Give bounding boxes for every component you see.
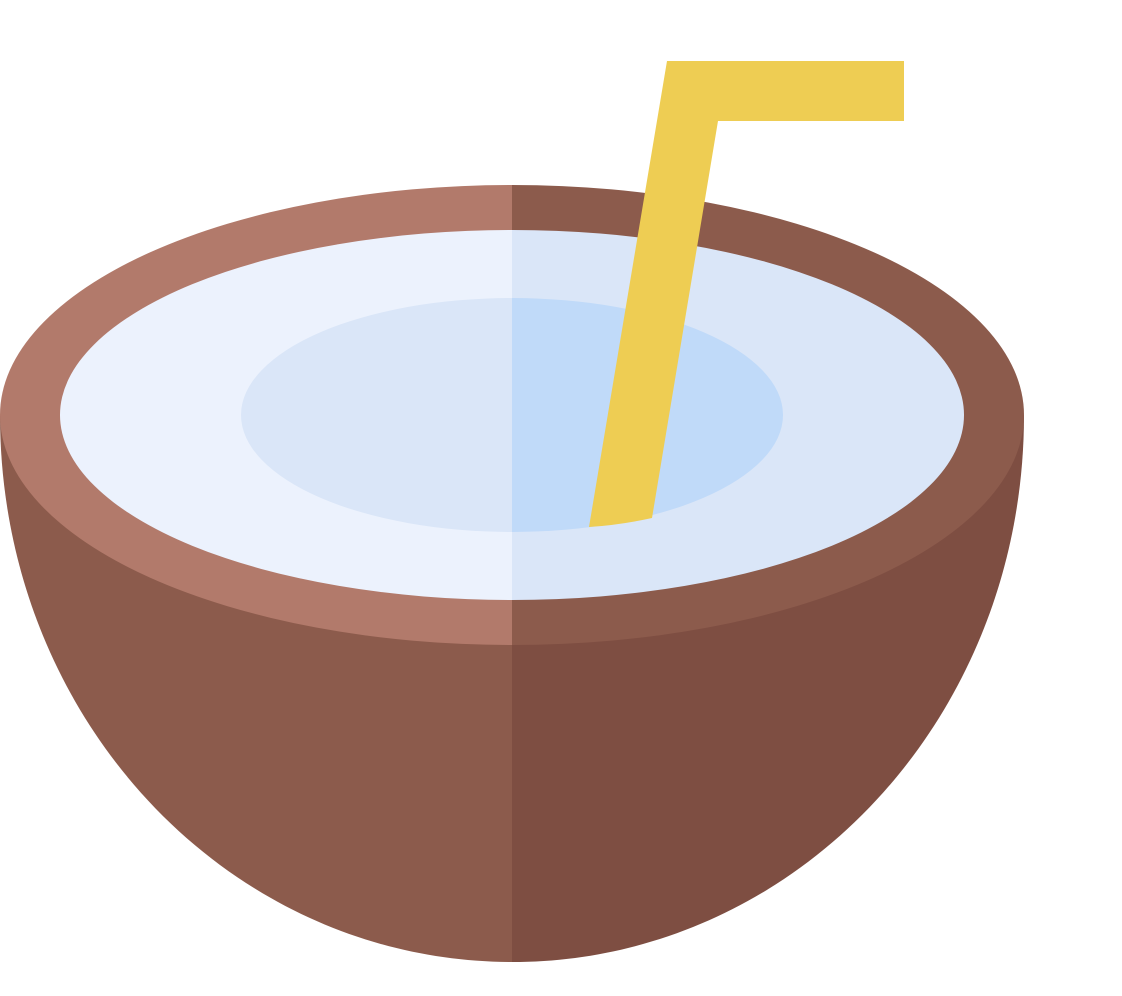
coconut-water-left [241,298,512,532]
drinking-straw [589,61,904,527]
coconut-water [241,298,783,532]
